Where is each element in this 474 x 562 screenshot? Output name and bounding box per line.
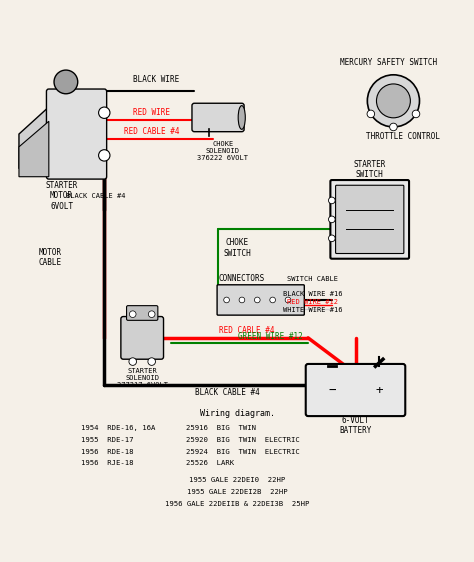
Circle shape (367, 110, 374, 117)
Circle shape (285, 297, 291, 303)
Text: +: + (375, 383, 383, 397)
Text: THROTTLE CONTROL: THROTTLE CONTROL (366, 132, 440, 141)
Circle shape (328, 216, 335, 223)
FancyBboxPatch shape (46, 89, 107, 179)
Text: BLACK WIRE: BLACK WIRE (133, 75, 180, 84)
Circle shape (255, 297, 260, 303)
Circle shape (239, 297, 245, 303)
Text: STARTER
SOLENOID
277317 6VOLT: STARTER SOLENOID 277317 6VOLT (117, 368, 168, 388)
Text: RED WIRE #12: RED WIRE #12 (287, 300, 338, 305)
Circle shape (270, 297, 275, 303)
Text: Wiring diagram.: Wiring diagram. (200, 409, 274, 418)
Text: 6-VOLT
BATTERY: 6-VOLT BATTERY (339, 416, 372, 436)
Text: BLACK CABLE #4: BLACK CABLE #4 (195, 388, 260, 397)
Circle shape (412, 110, 420, 117)
FancyBboxPatch shape (192, 103, 244, 132)
Text: RED CABLE #4: RED CABLE #4 (219, 327, 274, 336)
Text: RED CABLE #4: RED CABLE #4 (124, 127, 180, 136)
Text: BLACK WIRE #16: BLACK WIRE #16 (283, 291, 343, 297)
Text: BLACK CABLE #4: BLACK CABLE #4 (66, 193, 126, 199)
Text: CONNECTORS: CONNECTORS (218, 274, 264, 283)
Text: SWITCH CABLE: SWITCH CABLE (287, 275, 338, 282)
Circle shape (328, 235, 335, 242)
Text: 1955  RDE-17            25920  BIG  TWIN  ELECTRIC: 1955 RDE-17 25920 BIG TWIN ELECTRIC (81, 437, 299, 443)
Circle shape (390, 123, 397, 131)
Polygon shape (19, 121, 49, 176)
Circle shape (99, 149, 110, 161)
Text: 1955 GALE 22DEI2B  22HP: 1955 GALE 22DEI2B 22HP (187, 489, 287, 495)
Circle shape (367, 75, 419, 127)
Circle shape (99, 107, 110, 119)
Text: RED WIRE: RED WIRE (133, 108, 170, 117)
Text: CHOKE
SWITCH: CHOKE SWITCH (223, 238, 251, 257)
Text: STARTER
MOTOR
6VOLT: STARTER MOTOR 6VOLT (46, 181, 78, 211)
Text: MERCURY SAFETY SWITCH: MERCURY SAFETY SWITCH (340, 58, 437, 67)
Text: 1954  RDE-16, 16A       25916  BIG  TWIN: 1954 RDE-16, 16A 25916 BIG TWIN (81, 425, 255, 431)
Text: GREEN WIRE #12: GREEN WIRE #12 (238, 332, 302, 341)
Text: 1956  RJE-18            25526  LARK: 1956 RJE-18 25526 LARK (81, 460, 234, 466)
Text: MOTOR
CABLE: MOTOR CABLE (38, 248, 62, 267)
Text: 1956  RDE-18            25924  BIG  TWIN  ELECTRIC: 1956 RDE-18 25924 BIG TWIN ELECTRIC (81, 448, 299, 455)
Text: STARTER
SWITCH: STARTER SWITCH (354, 160, 386, 179)
Text: CHOKE
SOLENOID
376222 6VOLT: CHOKE SOLENOID 376222 6VOLT (197, 140, 248, 161)
FancyBboxPatch shape (306, 364, 405, 416)
Circle shape (148, 358, 155, 365)
Ellipse shape (238, 106, 246, 129)
Polygon shape (19, 92, 66, 176)
Circle shape (129, 358, 137, 365)
FancyBboxPatch shape (330, 180, 409, 259)
Text: −: − (328, 383, 336, 397)
Circle shape (54, 70, 78, 94)
FancyBboxPatch shape (121, 316, 164, 359)
FancyBboxPatch shape (336, 185, 404, 253)
FancyBboxPatch shape (127, 306, 158, 320)
Text: 1956 GALE 22DEIIB & 22DEI3B  25HP: 1956 GALE 22DEIIB & 22DEI3B 25HP (165, 501, 309, 507)
Circle shape (224, 297, 229, 303)
Circle shape (129, 311, 136, 318)
Text: WHITE WIRE #16: WHITE WIRE #16 (283, 307, 343, 314)
Text: 1955 GALE 22DEI0  22HP: 1955 GALE 22DEI0 22HP (189, 477, 285, 483)
Circle shape (328, 197, 335, 204)
Circle shape (148, 311, 155, 318)
FancyBboxPatch shape (217, 285, 304, 315)
Circle shape (376, 84, 410, 118)
